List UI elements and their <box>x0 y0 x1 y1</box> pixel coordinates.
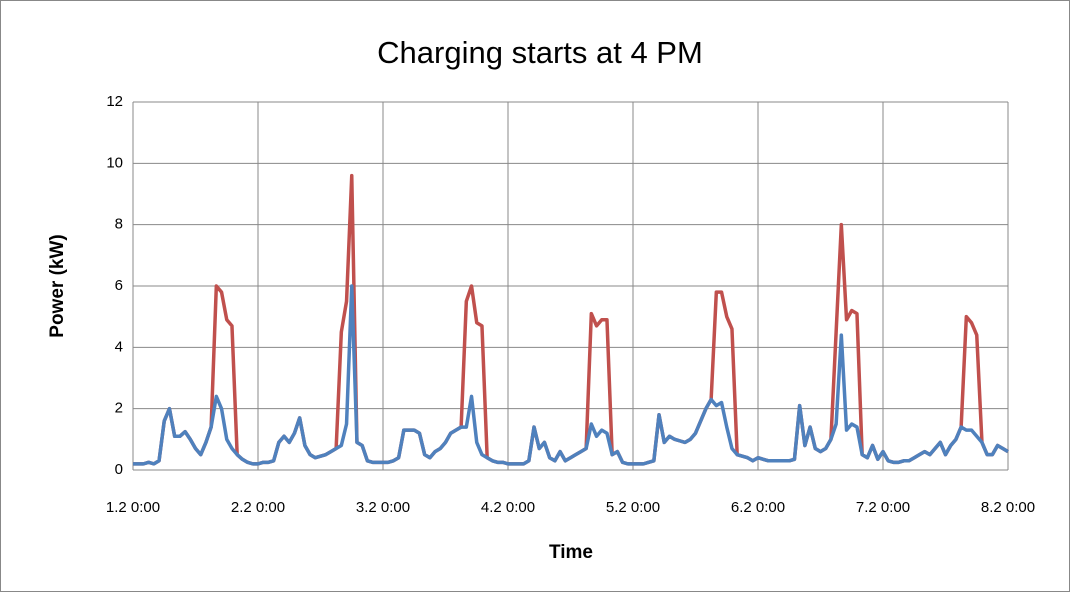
x-axis-label: Time <box>549 542 593 563</box>
y-tick-label: 6 <box>115 277 123 294</box>
y-axis-label: Power (kW) <box>47 234 68 337</box>
y-tick-label: 0 <box>115 461 123 478</box>
y-tick-label: 2 <box>115 400 123 417</box>
x-tick-label: 2.2 0:00 <box>231 499 285 516</box>
y-tick-label: 12 <box>106 93 123 110</box>
y-tick-label: 10 <box>106 154 123 171</box>
x-tick-label: 1.2 0:00 <box>106 499 160 516</box>
y-tick-label: 4 <box>115 338 123 355</box>
x-tick-label: 5.2 0:00 <box>606 499 660 516</box>
y-tick-label: 8 <box>115 216 123 233</box>
x-tick-label: 6.2 0:00 <box>731 499 785 516</box>
x-tick-label: 8.2 0:00 <box>981 499 1035 516</box>
series-line <box>133 284 1009 466</box>
x-tick-label: 3.2 0:00 <box>356 499 410 516</box>
x-tick-label: 7.2 0:00 <box>856 499 910 516</box>
x-tick-label: 4.2 0:00 <box>481 499 535 516</box>
chart-title: Charging starts at 4 PM <box>377 35 703 70</box>
